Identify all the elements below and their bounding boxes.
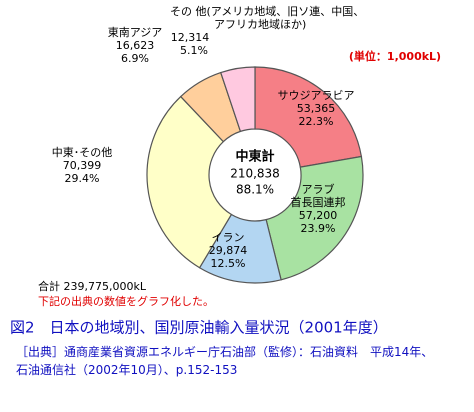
value-label: 70,399 (63, 159, 102, 172)
segment-label: アラブ首長国連邦 (291, 182, 346, 209)
donut-segment (219, 66, 256, 133)
value-label: 53,365 (297, 102, 336, 115)
percent-label: 6.9% (121, 52, 149, 65)
unit-label: (単位：1,000kL) (349, 49, 441, 63)
value-label: 57,200 (299, 209, 338, 222)
center-value: 210,838 (230, 167, 280, 181)
donut-segment (265, 155, 364, 281)
center-percent: 88.1% (236, 183, 274, 197)
value-label: 12,314 (171, 31, 210, 44)
percent-label: 5.1% (180, 44, 208, 57)
source: ［出典］通商産業省資源エネルギー庁石油部（監修）：石油資料 平成14年、石油通信… (16, 344, 433, 377)
percent-label: 29.4% (65, 172, 100, 185)
segment-label: イラン (212, 231, 245, 244)
segment-label: サウジアラビア (278, 89, 355, 102)
segment-label: その 他(アメリカ地域、旧ソ連、中国、アフリカ地域ほか) (170, 4, 364, 31)
note: 下記の出典の数値をグラフ化した。 (38, 294, 214, 308)
total: 合計 239,775,000kL (38, 279, 147, 293)
center-title: 中東計 (235, 149, 274, 165)
percent-label: 22.3% (299, 115, 334, 128)
percent-label: 12.5% (211, 257, 246, 270)
chart-title: 図2 日本の地域別、国別原油輸入量状況（2001年度） (10, 319, 388, 337)
value-label: 29,874 (209, 244, 248, 257)
donut-segment (146, 95, 233, 269)
segment-label: 中東･その他 (52, 146, 113, 159)
segment-label: 東南アジア (108, 26, 163, 39)
percent-label: 23.9% (301, 222, 336, 235)
value-label: 16,623 (116, 39, 155, 52)
donut-segment (254, 66, 363, 168)
